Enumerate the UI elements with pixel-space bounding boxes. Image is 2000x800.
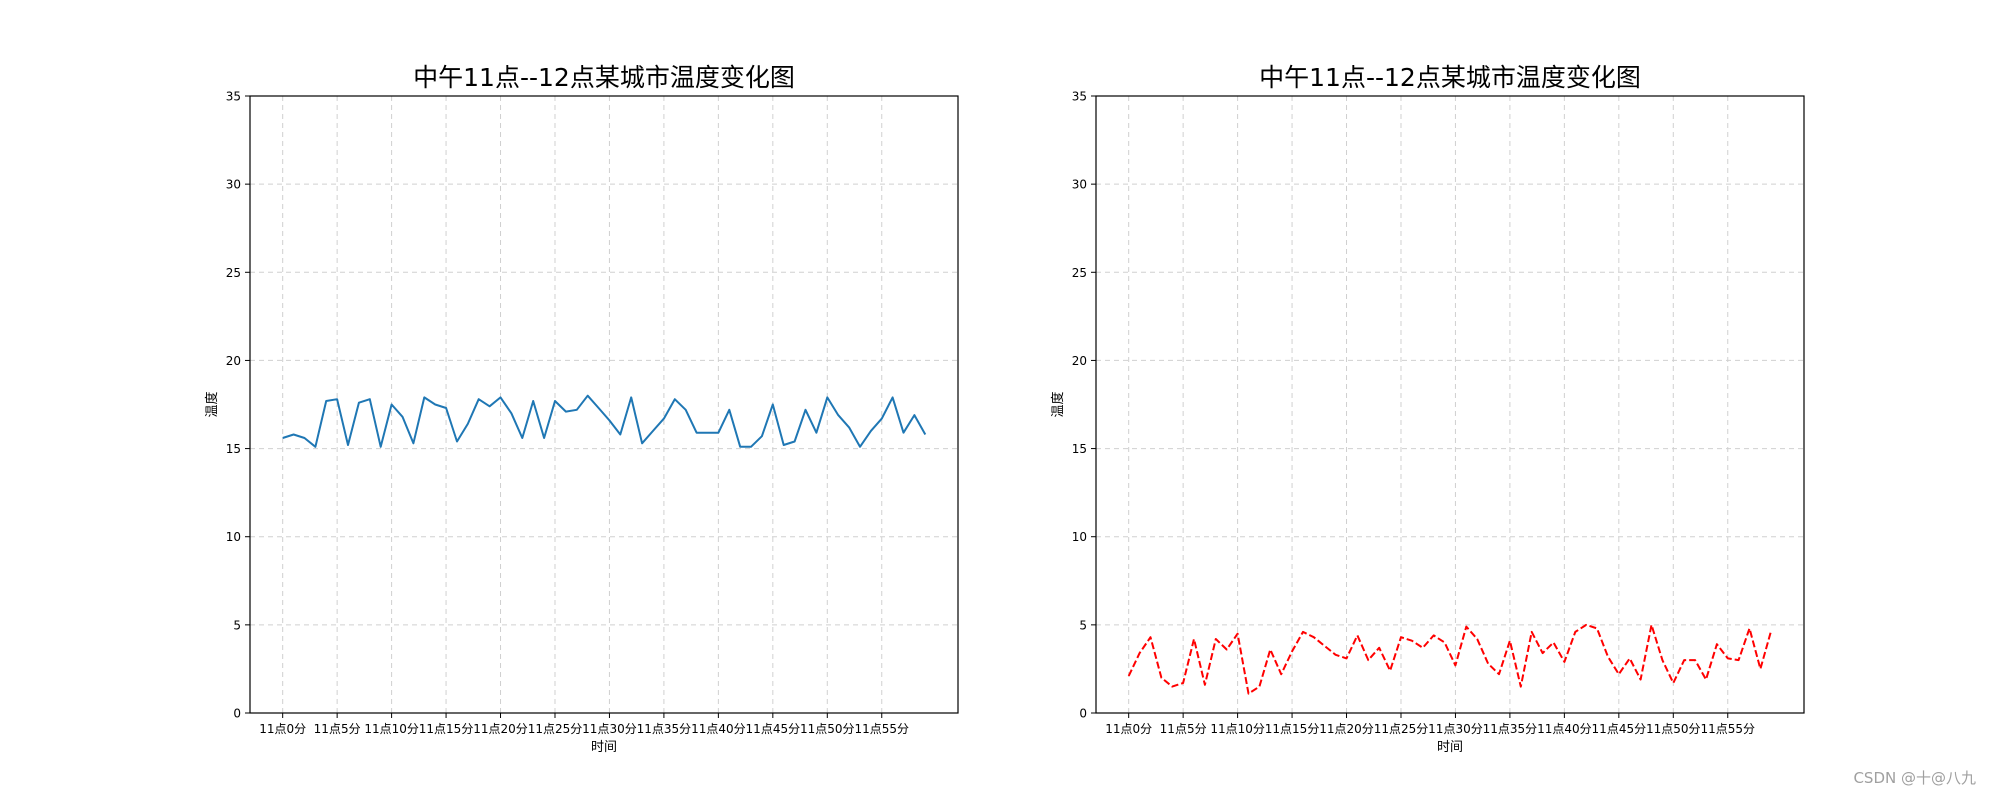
x-tick-label: 11点35分 xyxy=(1483,722,1538,736)
y-tick-label: 10 xyxy=(1072,530,1087,544)
x-tick-label: 11点35分 xyxy=(637,722,692,736)
x-axis-label: 时间 xyxy=(1437,740,1463,755)
x-tick-label: 11点15分 xyxy=(419,722,474,736)
axes-frame xyxy=(1095,95,1805,714)
y-tick-label: 30 xyxy=(226,178,241,192)
x-tick-label: 11点45分 xyxy=(746,722,801,736)
x-tick-label: 11点50分 xyxy=(1646,722,1701,736)
y-tick-label: 35 xyxy=(1072,90,1087,104)
series-line-1 xyxy=(1127,623,1773,695)
y-axis-label: 温度 xyxy=(1050,391,1066,417)
y-tick-label: 25 xyxy=(226,266,241,280)
x-tick-label: 11点5分 xyxy=(1160,722,1207,736)
x-tick-label: 11点5分 xyxy=(314,722,361,736)
x-tick-label: 11点55分 xyxy=(1700,722,1755,736)
x-tick-label: 11点25分 xyxy=(1374,722,1429,736)
y-tick-label: 5 xyxy=(1079,618,1087,632)
x-tick-label: 11点0分 xyxy=(1105,722,1152,736)
x-tick-label: 11点10分 xyxy=(364,722,419,736)
x-axis-label: 时间 xyxy=(591,740,617,755)
y-tick-label: 30 xyxy=(1072,178,1087,192)
x-tick-label: 11点55分 xyxy=(854,722,909,736)
axes-frame xyxy=(249,95,959,714)
x-tick-label: 11点30分 xyxy=(1428,722,1483,736)
y-tick-label: 0 xyxy=(1079,707,1087,721)
y-tick-label: 10 xyxy=(226,530,241,544)
y-tick-label: 20 xyxy=(226,354,241,368)
x-tick-label: 11点25分 xyxy=(528,722,583,736)
y-axis-label: 温度 xyxy=(204,391,220,417)
y-tick-label: 15 xyxy=(226,442,241,456)
x-tick-label: 11点40分 xyxy=(691,722,746,736)
x-tick-label: 11点0分 xyxy=(259,722,306,736)
x-tick-label: 11点10分 xyxy=(1210,722,1265,736)
watermark: CSDN @十@八九 xyxy=(1853,769,1976,787)
y-tick-label: 5 xyxy=(233,618,241,632)
chart-title: 中午11点--12点某城市温度变化图 xyxy=(413,63,795,92)
x-tick-label: 11点20分 xyxy=(1319,722,1374,736)
x-tick-label: 11点20分 xyxy=(473,722,528,736)
y-tick-label: 35 xyxy=(226,90,241,104)
y-tick-label: 20 xyxy=(1072,354,1087,368)
y-tick-label: 0 xyxy=(233,707,241,721)
series-line-1 xyxy=(282,394,927,448)
x-tick-label: 11点40分 xyxy=(1537,722,1592,736)
y-tick-label: 15 xyxy=(1072,442,1087,456)
x-tick-label: 11点45分 xyxy=(1592,722,1647,736)
x-tick-label: 11点50分 xyxy=(800,722,855,736)
y-tick-label: 25 xyxy=(1072,266,1087,280)
x-tick-label: 11点15分 xyxy=(1265,722,1320,736)
chart-title: 中午11点--12点某城市温度变化图 xyxy=(1259,63,1641,92)
x-tick-label: 11点30分 xyxy=(582,722,637,736)
